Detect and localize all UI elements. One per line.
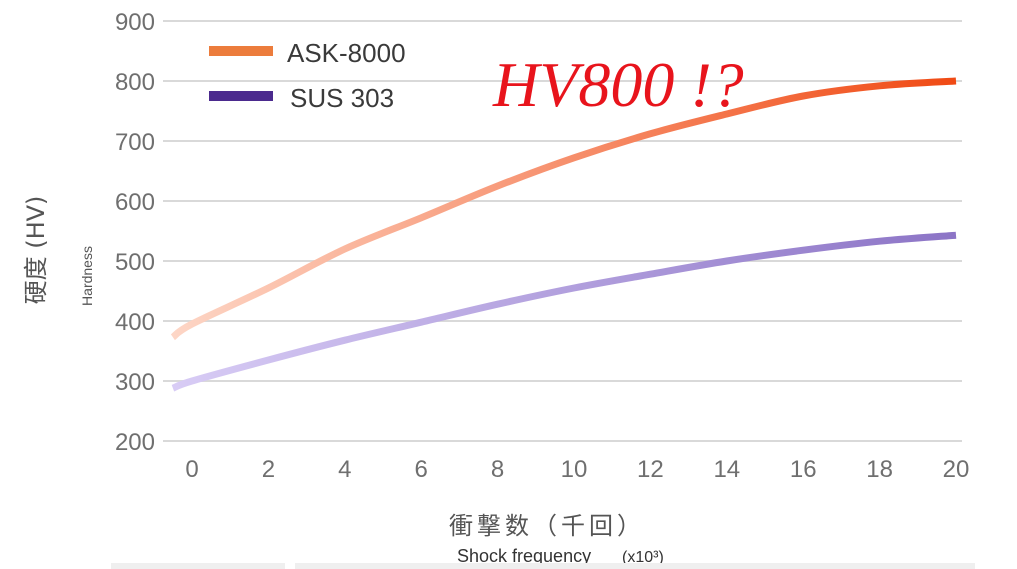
y-tick-label: 500 — [115, 249, 155, 276]
x-axis-unit: (x10³) — [622, 549, 664, 566]
x-tick-labels: 0 2 4 6 8 10 12 14 16 18 20 — [185, 456, 969, 483]
series-line-sus-303 — [171, 231, 957, 392]
gridlines — [163, 20, 962, 442]
legend-swatch-sus-303 — [209, 91, 273, 101]
y-tick-label: 400 — [115, 309, 155, 336]
y-axis-label: 硬度 (HV) — [22, 196, 50, 305]
y-tick-label: 700 — [115, 129, 155, 156]
annotation-hv800: HV800 !? — [492, 49, 744, 120]
bottom-divider-right — [295, 563, 975, 569]
bottom-divider-left — [111, 563, 285, 569]
x-axis-sublabel: Shock frequency — [457, 546, 591, 566]
x-tick-label: 8 — [491, 456, 504, 483]
legend: ASK-8000 SUS 303 — [209, 38, 406, 113]
y-tick-label: 900 — [115, 9, 155, 36]
x-tick-label: 12 — [637, 456, 664, 483]
x-tick-label: 0 — [185, 456, 198, 483]
y-tick-label: 300 — [115, 369, 155, 396]
series-lines — [170, 77, 957, 392]
y-tick-label: 200 — [115, 429, 155, 456]
y-axis-sublabel: Hardness — [79, 246, 95, 306]
y-tick-label: 600 — [115, 189, 155, 216]
x-tick-label: 2 — [262, 456, 275, 483]
legend-swatch-ask-8000 — [209, 46, 273, 56]
x-tick-label: 6 — [415, 456, 428, 483]
y-tick-label: 800 — [115, 69, 155, 96]
x-tick-label: 18 — [866, 456, 893, 483]
x-axis-label: 衝撃数（千回） — [449, 512, 645, 540]
y-tick-labels: 200 300 400 500 600 700 800 900 — [115, 9, 155, 456]
x-tick-label: 20 — [943, 456, 970, 483]
series-line-ask-8000 — [170, 77, 957, 341]
x-tick-label: 10 — [561, 456, 588, 483]
x-tick-label: 16 — [790, 456, 817, 483]
x-tick-label: 4 — [338, 456, 351, 483]
x-tick-label: 14 — [713, 456, 740, 483]
legend-label-ask-8000: ASK-8000 — [287, 38, 406, 68]
legend-label-sus-303: SUS 303 — [290, 83, 394, 113]
